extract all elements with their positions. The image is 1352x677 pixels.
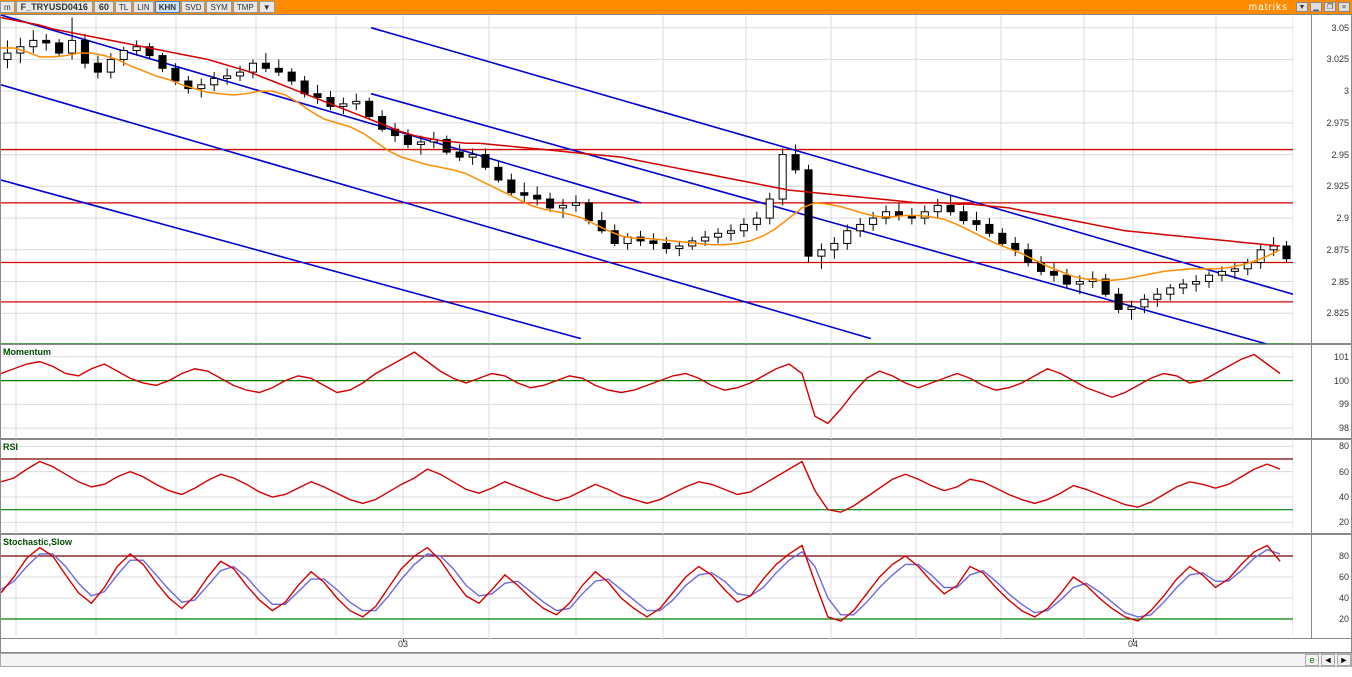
axis-tick: 2.825 (1326, 308, 1349, 318)
rsi-title: RSI (3, 442, 18, 452)
refresh-icon[interactable]: e (1305, 654, 1319, 666)
minimize-icon[interactable]: ▁ (1310, 2, 1322, 12)
axis-tick: 60 (1339, 572, 1349, 582)
axis-tick: 3 (1344, 86, 1349, 96)
title-bar: m F_TRYUSD0416 60 TLLINKHNSVDSYMTMP ▼ ma… (0, 0, 1352, 14)
bottom-bar: e ◄ ► (0, 653, 1352, 667)
toolbar-btn-sym[interactable]: SYM (206, 1, 231, 13)
symbol-field[interactable]: F_TRYUSD0416 (16, 1, 93, 13)
axis-tick: 20 (1339, 517, 1349, 527)
close-icon[interactable]: × (1338, 2, 1350, 12)
axis-tick: 40 (1339, 593, 1349, 603)
dropdown2-icon[interactable]: ▼ (1296, 2, 1308, 12)
chart-stack: 3.05 3.025 3 2.975 2.95 2.925 2.9 2.875 2.85 2.82… (0, 14, 1352, 653)
axis-tick: 2.975 (1326, 118, 1349, 128)
axis-tick: 2.9 (1336, 213, 1349, 223)
price-chart-panel[interactable]: 3.05 3.025 3 2.975 2.95 2.925 2.9 2.875 2.85 2.82… (0, 14, 1352, 344)
axis-tick: 100 (1334, 376, 1349, 386)
axis-tick: 99 (1339, 399, 1349, 409)
axis-tick: 2.875 (1326, 245, 1349, 255)
axis-tick: 3.05 (1331, 23, 1349, 33)
axis-tick: 98 (1339, 423, 1349, 433)
timeframe-field[interactable]: 60 (94, 1, 114, 13)
axis-tick: 20 (1339, 614, 1349, 624)
axis-tick: 2.925 (1326, 181, 1349, 191)
momentum-panel[interactable]: Momentum 101 100 99 98 (0, 344, 1352, 439)
rsi-y-axis: 80 60 40 20 (1311, 440, 1351, 533)
momentum-svg (1, 345, 1293, 440)
momentum-title: Momentum (3, 347, 51, 357)
toolbar-btn-tmp[interactable]: TMP (233, 1, 258, 13)
axis-tick: 80 (1339, 441, 1349, 451)
rsi-panel[interactable]: RSI 80 60 40 20 (0, 439, 1352, 534)
dropdown-icon[interactable]: ▼ (259, 1, 275, 13)
axis-tick: 2.85 (1331, 277, 1349, 287)
maximize-icon[interactable]: ❐ (1324, 2, 1336, 12)
scroll-right-icon[interactable]: ► (1337, 654, 1351, 666)
scroll-left-icon[interactable]: ◄ (1321, 654, 1335, 666)
axis-tick: 3.025 (1326, 54, 1349, 64)
price-chart-svg (1, 15, 1293, 345)
toolbar-btn-svd[interactable]: SVD (181, 1, 205, 13)
stochastic-panel[interactable]: Stochastic,Slow 80 60 40 20 (0, 534, 1352, 639)
axis-tick: 80 (1339, 551, 1349, 561)
window-controls: matriks ▼ ▁ ❐ × (1249, 0, 1350, 14)
rsi-svg (1, 440, 1293, 535)
axis-tick: 101 (1334, 352, 1349, 362)
stochastic-svg (1, 535, 1293, 640)
app-icon[interactable]: m (0, 1, 15, 13)
momentum-y-axis: 101 100 99 98 (1311, 345, 1351, 438)
time-x-axis: 0304 (0, 639, 1352, 653)
axis-tick: 40 (1339, 492, 1349, 502)
toolbar-btn-khn[interactable]: KHN (155, 1, 180, 13)
price-y-axis: 3.05 3.025 3 2.975 2.95 2.925 2.9 2.875 2.85 2.82… (1311, 15, 1351, 343)
toolbar-btn-lin[interactable]: LIN (133, 1, 153, 13)
stochastic-title: Stochastic,Slow (3, 537, 72, 547)
toolbar-left: m F_TRYUSD0416 60 TLLINKHNSVDSYMTMP ▼ (0, 0, 276, 14)
brand-label: matriks (1249, 2, 1288, 13)
toolbar-btn-tl[interactable]: TL (115, 1, 132, 13)
axis-tick: 2.95 (1331, 150, 1349, 160)
axis-tick: 60 (1339, 467, 1349, 477)
stochastic-y-axis: 80 60 40 20 (1311, 535, 1351, 638)
